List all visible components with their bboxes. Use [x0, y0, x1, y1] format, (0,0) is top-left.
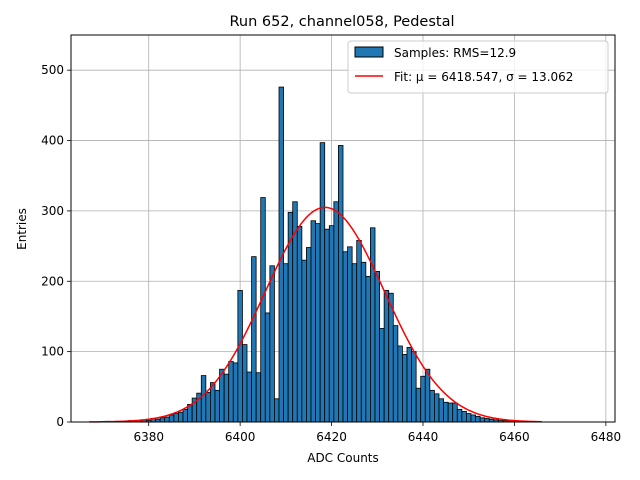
- histogram-bar: [484, 418, 490, 423]
- x-tick-label: 6380: [133, 430, 164, 444]
- histogram-bar: [310, 220, 316, 423]
- histogram-bar: [456, 408, 463, 423]
- histogram-bar: [383, 290, 390, 423]
- histogram-bar: [159, 417, 166, 423]
- histogram-bar: [475, 415, 481, 423]
- legend-hist-swatch: [354, 46, 384, 58]
- histogram-bar: [338, 145, 344, 423]
- histogram-bar: [392, 325, 399, 423]
- histogram-bar: [274, 398, 280, 423]
- histogram-bar: [200, 375, 207, 423]
- y-tick-label: 100: [41, 345, 64, 359]
- legend-fit-label: Fit: μ = 6418.547, σ = 13.062: [394, 70, 573, 84]
- histogram-bar: [365, 275, 371, 423]
- histogram-bar: [269, 265, 275, 423]
- histogram-bar: [228, 361, 234, 423]
- histogram-bar: [319, 142, 326, 423]
- y-tick-label: 400: [41, 134, 64, 148]
- histogram-bar: [411, 351, 417, 423]
- plot-frame: [70, 34, 616, 423]
- histogram-bar: [356, 240, 362, 423]
- histogram-bar: [301, 259, 307, 423]
- y-tick-label: 500: [41, 63, 64, 77]
- histogram-bar: [210, 382, 216, 423]
- x-tick-label: 6420: [316, 430, 347, 444]
- y-tick-label: 200: [41, 274, 64, 288]
- legend: Samples: RMS=12.9 Fit: μ = 6418.547, σ =…: [347, 40, 609, 94]
- histogram-bar: [424, 368, 431, 423]
- x-axis-label: ADC Counts: [307, 451, 379, 465]
- histogram-bar: [370, 227, 376, 423]
- histogram-bar: [429, 389, 435, 423]
- histogram-bar: [173, 413, 179, 423]
- x-tick-label: 6440: [408, 430, 439, 444]
- histogram-bar: [168, 414, 175, 423]
- histogram-bar: [219, 368, 225, 423]
- histogram-bar: [296, 225, 303, 423]
- histogram-bar: [379, 328, 385, 423]
- histogram-bar: [360, 261, 367, 423]
- x-tick-label: 6400: [225, 430, 256, 444]
- histogram-bar: [415, 387, 422, 423]
- histogram-bar: [223, 373, 230, 423]
- histogram-bar: [479, 417, 486, 423]
- histogram-bar: [237, 290, 243, 423]
- histogram-bar: [333, 201, 339, 423]
- fit-curve: [89, 206, 542, 423]
- histogram-bar: [452, 402, 458, 423]
- histogram-bar: [447, 402, 454, 423]
- y-tick-label: 300: [41, 204, 64, 218]
- histogram-bar: [461, 411, 467, 423]
- y-tick-label: 0: [56, 415, 64, 429]
- histogram-bar: [214, 389, 220, 423]
- histogram-bar: [420, 375, 426, 423]
- histogram-bar: [182, 408, 188, 423]
- histogram-bar: [242, 344, 248, 423]
- histogram-bar: [205, 392, 211, 423]
- histogram-bar: [406, 347, 412, 423]
- histogram-bar: [443, 401, 449, 423]
- histogram-bar: [402, 354, 408, 423]
- histogram-bar: [347, 246, 353, 423]
- histogram-bar: [164, 416, 170, 423]
- histogram-bar: [255, 372, 262, 423]
- histogram-bar: [260, 197, 266, 423]
- x-axis-ticks: 6380 6400 6420 6440 6460 6480: [133, 422, 621, 444]
- chart-title: Run 652, channel058, Pedestal: [229, 14, 454, 30]
- histogram-bar: [466, 413, 472, 423]
- histogram-bar: [374, 271, 380, 423]
- histogram-bar: [388, 292, 394, 423]
- y-axis-ticks: 0 100 200 300 400 500: [41, 63, 71, 429]
- histogram-bar: [324, 228, 330, 423]
- histogram-bar: [246, 371, 252, 423]
- x-tick-label: 6460: [499, 430, 530, 444]
- histogram-bar: [264, 312, 271, 423]
- histogram-bar: [306, 247, 312, 423]
- histogram-bar: [470, 414, 476, 423]
- histogram-bar: [283, 263, 289, 423]
- histogram-bar: [438, 398, 444, 423]
- histogram-bar: [342, 251, 348, 423]
- legend-box: [347, 40, 609, 94]
- histogram-bar: [328, 225, 335, 423]
- histogram-bar: [232, 362, 239, 423]
- histogram-bar: [178, 411, 184, 423]
- histogram-bar: [397, 345, 403, 423]
- x-tick-label: 6480: [591, 430, 622, 444]
- legend-hist-label: Samples: RMS=12.9: [394, 46, 516, 60]
- histogram-bar: [251, 256, 257, 423]
- histogram-bars: [104, 86, 527, 423]
- histogram-bar: [351, 263, 358, 423]
- y-axis-label: Entries: [15, 208, 29, 250]
- histogram-bar: [315, 223, 321, 423]
- histogram-bar: [434, 393, 440, 423]
